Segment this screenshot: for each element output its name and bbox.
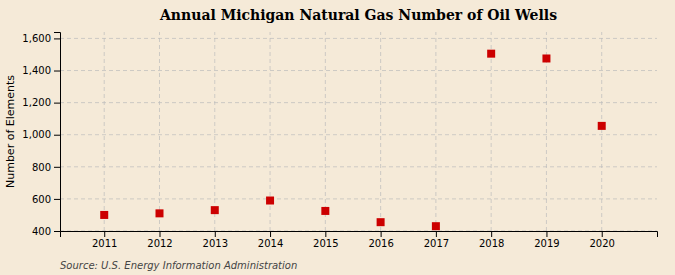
x-tick: 2014: [258, 231, 283, 249]
y-tick: 1,400: [22, 65, 60, 76]
background: [0, 0, 675, 275]
x-tick: 2011: [92, 231, 117, 249]
chart: 2011 2012 2013 2014 2015 2016 2017 2018 2019 2020…: [0, 0, 675, 275]
x-tick-label: 2012: [147, 238, 172, 249]
y-grid-line: [60, 102, 657, 103]
x-tick-mark: [270, 231, 271, 237]
y-tick-label: 800: [32, 162, 51, 173]
x-tick-label: 2018: [479, 238, 504, 249]
y-tick-label: 1,000: [22, 129, 51, 140]
y-tick-label: 1,400: [22, 65, 51, 76]
title: Annual Michigan Natural Gas Number of Oi…: [159, 7, 557, 23]
y-tick-mark: [54, 103, 60, 104]
x-tick-label: 2014: [258, 238, 283, 249]
x-tick: 2019: [534, 231, 559, 249]
y-tick: 1,600: [22, 33, 60, 44]
point: [487, 50, 495, 58]
x-grid-line: [601, 32, 602, 231]
x-tick-label: 2019: [534, 238, 559, 249]
x-tick-label: 2011: [92, 238, 117, 249]
y-grid-line: [60, 38, 657, 39]
x-tick-label: 2016: [368, 238, 393, 249]
x-tick: 2020: [589, 231, 614, 249]
y-grid-line: [60, 134, 657, 135]
point: [377, 218, 385, 226]
y-axis-label: Number of Elements: [4, 75, 17, 188]
y-tick-mark: [54, 135, 60, 136]
x-tick-mark: [436, 231, 437, 237]
y-grid-line: [60, 70, 657, 71]
point: [156, 209, 164, 217]
point: [211, 206, 219, 214]
point: [266, 197, 274, 205]
x-tick: 2018: [479, 231, 504, 249]
x-tick: 2016: [368, 231, 393, 249]
y-tick-label: 600: [32, 194, 51, 205]
x-grid-line: [214, 32, 215, 231]
y-axis-line: [54, 33, 61, 232]
y-tick-mark: [54, 231, 60, 232]
x-tick-mark: [104, 231, 105, 237]
x-axis: 2011 2012 2013 2014 2015 2016 2017 2018 2019 2020: [61, 231, 658, 249]
x-grid-line: [325, 32, 326, 231]
x-tick: 2017: [424, 231, 449, 249]
y-tick-label: 400: [32, 226, 51, 237]
y-grid-line: [60, 198, 657, 199]
y-tick-mark: [54, 167, 60, 168]
x-tick-mark: [215, 231, 216, 237]
point: [100, 211, 108, 219]
y-tick: 800: [32, 162, 60, 173]
x-tick-mark: [381, 231, 382, 237]
y-tick: 400: [32, 226, 60, 237]
point: [542, 54, 550, 62]
y-grid-line: [60, 166, 657, 167]
x-tick-label: 2020: [589, 238, 614, 249]
x-grid-line: [159, 32, 160, 231]
x-grid-line: [380, 32, 381, 231]
x-tick-label: 2015: [313, 238, 338, 249]
x-tick-mark: [546, 231, 547, 237]
x-axis-line: [61, 232, 658, 238]
y-tick-label: 1,600: [22, 33, 51, 44]
y-tick-label: 1,200: [22, 97, 51, 108]
point: [321, 207, 329, 215]
x-tick-mark: [491, 231, 492, 237]
x-tick-mark: [325, 231, 326, 237]
y-tick: 1,200: [22, 97, 60, 108]
x-tick: 2012: [147, 231, 172, 249]
x-tick: 2013: [203, 231, 228, 249]
point: [598, 122, 606, 130]
x-grid-line: [435, 32, 436, 231]
x-tick: 2015: [313, 231, 338, 249]
x-tick-label: 2017: [424, 238, 449, 249]
y-tick-mark: [54, 38, 60, 39]
x-tick-mark: [160, 231, 161, 237]
x-tick-mark: [602, 231, 603, 237]
y-axis: 400 600 800 1,000 1,200 1,400 1,600: [22, 33, 60, 237]
y-tick-mark: [54, 71, 60, 72]
y-tick: 600: [32, 194, 60, 205]
annotation: Source: U.S. Energy Information Administ…: [60, 260, 297, 271]
x-tick-label: 2013: [203, 238, 228, 249]
point: [432, 222, 440, 230]
grid: [60, 32, 657, 231]
y-tick: 1,000: [22, 129, 60, 140]
x-grid-line: [491, 32, 492, 231]
x-grid-line: [104, 32, 105, 231]
points: [100, 50, 606, 231]
y-tick-mark: [54, 199, 60, 200]
